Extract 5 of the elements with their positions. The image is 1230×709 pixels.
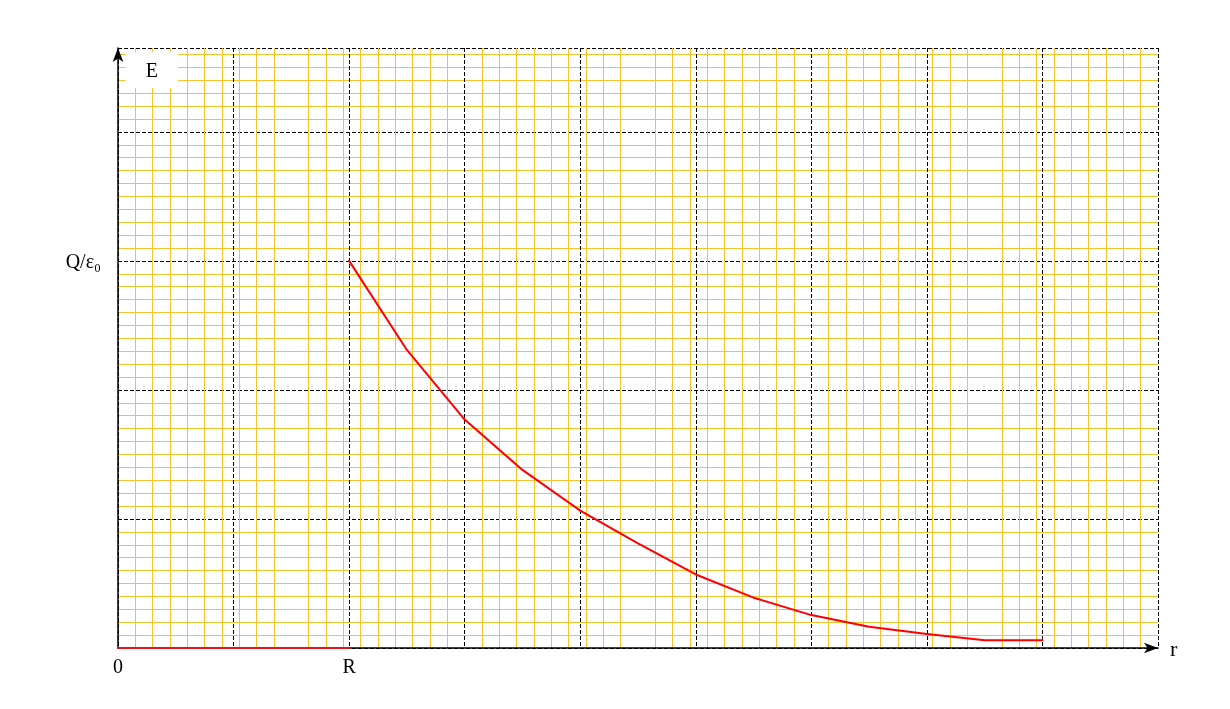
text: E xyxy=(145,59,158,81)
x-axis-title: r xyxy=(1170,635,1178,661)
text: Q/ε₀ xyxy=(65,249,102,272)
x-tick-label: R xyxy=(342,655,357,677)
x-tick-label: 0 xyxy=(113,655,123,677)
